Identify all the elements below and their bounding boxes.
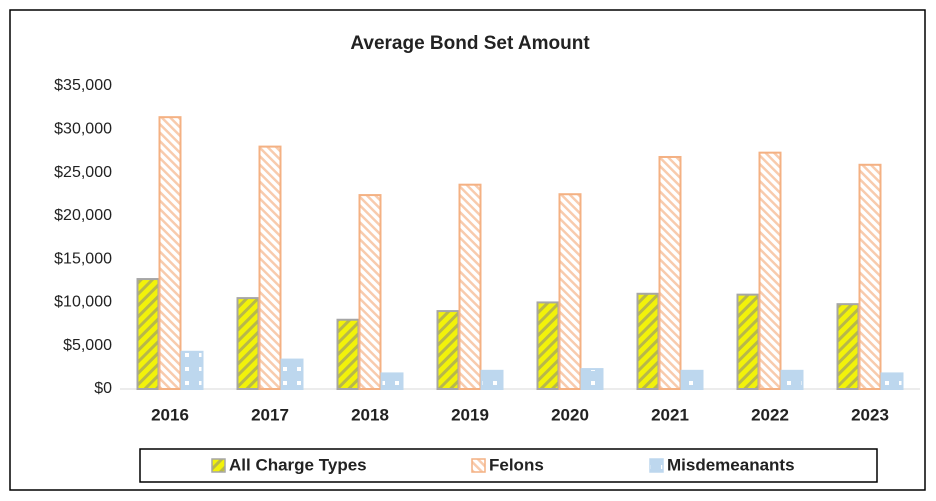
bar (858, 163, 882, 390)
bar (658, 155, 682, 390)
bar (636, 292, 660, 390)
bar (358, 194, 382, 390)
chart-title: Average Bond Set Amount (350, 33, 590, 54)
legend-swatch (211, 458, 226, 473)
bar (536, 301, 560, 390)
bar (136, 278, 160, 391)
legend-box (139, 448, 878, 483)
bar (580, 368, 604, 390)
bar (336, 318, 360, 390)
x-tick-label: 2020 (551, 405, 589, 424)
bar (680, 369, 704, 391)
y-tick-label: $15,000 (54, 250, 112, 267)
x-tick-label: 2018 (351, 405, 389, 424)
y-tick-label: $0 (94, 380, 112, 397)
bar (180, 350, 204, 391)
x-tick-label: 2021 (651, 405, 689, 424)
bar (480, 369, 504, 391)
legend-label: Felons (489, 455, 544, 474)
bar (258, 145, 282, 390)
y-tick-label: $35,000 (54, 77, 112, 94)
legend-swatch (649, 458, 664, 473)
y-tick-label: $25,000 (54, 164, 112, 181)
bar (736, 293, 760, 390)
bar (458, 183, 482, 390)
bar (758, 151, 782, 390)
x-tick-label: 2022 (751, 405, 789, 424)
bar (558, 193, 582, 390)
bar (780, 369, 804, 391)
bar (880, 372, 904, 391)
legend-swatch (471, 458, 486, 473)
y-tick-label: $30,000 (54, 121, 112, 138)
bar (158, 116, 182, 390)
x-tick-label: 2016 (151, 405, 189, 424)
bar (836, 303, 860, 390)
bar (380, 372, 404, 391)
bar (280, 358, 304, 390)
y-tick-label: $20,000 (54, 207, 112, 224)
y-tick-label: $5,000 (63, 337, 112, 354)
legend-label: Misdemeanants (667, 455, 795, 474)
x-tick-label: 2017 (251, 405, 289, 424)
bar (436, 310, 460, 391)
bar (236, 297, 260, 391)
x-tick-label: 2019 (451, 405, 489, 424)
legend-label: All Charge Types (229, 455, 367, 474)
y-tick-label: $10,000 (54, 294, 112, 311)
x-tick-label: 2023 (851, 405, 889, 424)
